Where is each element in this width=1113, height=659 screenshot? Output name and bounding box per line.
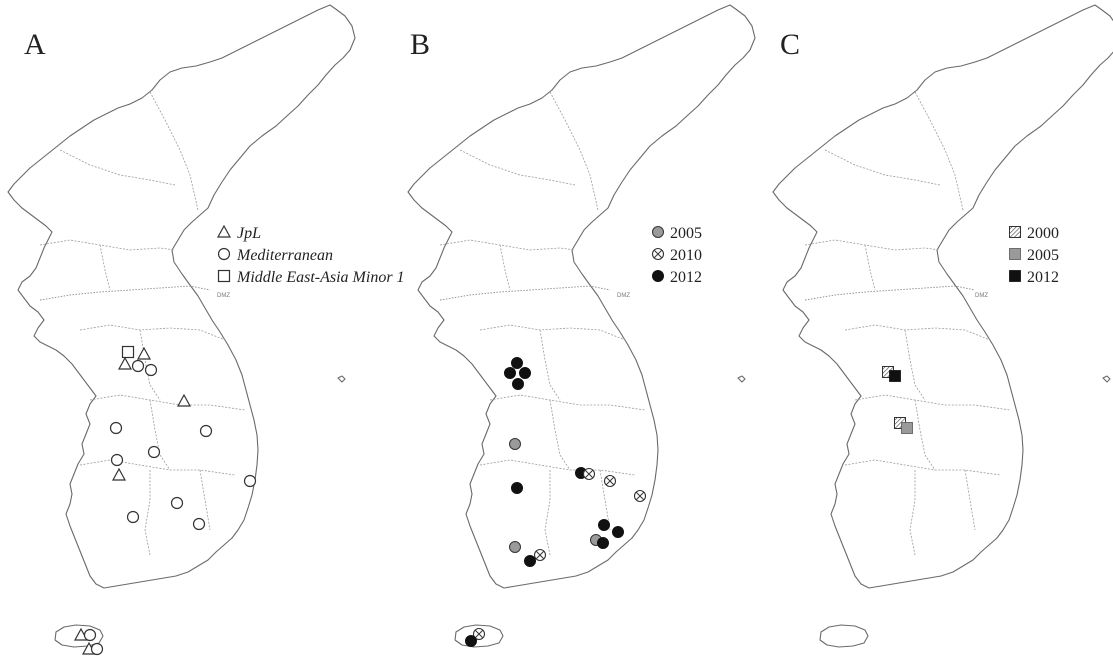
site-marker bbox=[519, 367, 531, 379]
legend-b-2012: 2012 bbox=[670, 269, 702, 286]
site-marker bbox=[889, 370, 901, 382]
site-marker bbox=[533, 548, 547, 562]
legend-b-2005: 2005 bbox=[670, 225, 702, 242]
legend-a: JpL Mediterranean Middle East-Asia Minor… bbox=[217, 225, 405, 286]
legend-c-2005: 2005 bbox=[1027, 247, 1059, 264]
panel-b: B DMZ 2005 2010 2012 bbox=[407, 4, 756, 648]
legend-c: 2000 2005 2012 bbox=[1009, 225, 1059, 286]
site-marker bbox=[144, 363, 158, 377]
site-marker bbox=[512, 378, 524, 390]
site-marker bbox=[509, 438, 521, 450]
site-marker bbox=[147, 445, 161, 459]
site-marker bbox=[612, 526, 624, 538]
legend-a-meam1: Middle East-Asia Minor 1 bbox=[236, 269, 405, 286]
panel-c: C DMZ 2000 2005 2012 bbox=[772, 4, 1113, 648]
panel-letter-c: C bbox=[780, 28, 800, 61]
site-marker bbox=[597, 537, 609, 549]
site-marker bbox=[511, 482, 523, 494]
triangle-icon bbox=[217, 225, 231, 238]
hatched-square-icon bbox=[1009, 226, 1021, 238]
site-marker bbox=[192, 517, 206, 531]
gray-square-icon bbox=[1009, 248, 1021, 260]
site-marker bbox=[504, 367, 516, 379]
site-marker bbox=[170, 496, 184, 510]
circle-icon bbox=[217, 247, 231, 261]
dmz-label-b: DMZ bbox=[617, 293, 630, 299]
site-marker bbox=[121, 345, 135, 359]
legend-c-2000: 2000 bbox=[1027, 225, 1059, 242]
legend-a-mediterranean: Mediterranean bbox=[236, 247, 333, 264]
gray-circle-icon bbox=[652, 226, 664, 238]
korea-map-a bbox=[7, 4, 356, 648]
site-marker bbox=[126, 510, 140, 524]
legend-c-2012: 2012 bbox=[1027, 269, 1059, 286]
dmz-label-a: DMZ bbox=[217, 293, 230, 299]
site-marker bbox=[603, 474, 617, 488]
site-marker bbox=[83, 628, 97, 642]
site-marker bbox=[110, 453, 124, 467]
black-square-icon bbox=[1009, 270, 1021, 282]
site-marker bbox=[509, 541, 521, 553]
square-icon bbox=[217, 269, 231, 283]
legend-b-2010: 2010 bbox=[670, 247, 702, 264]
panel-letter-a: A bbox=[24, 28, 46, 61]
crossed-circle-icon bbox=[651, 247, 665, 261]
site-marker bbox=[131, 359, 145, 373]
site-marker bbox=[109, 421, 123, 435]
site-marker bbox=[582, 467, 596, 481]
black-circle-icon bbox=[652, 270, 664, 282]
korea-map-c bbox=[772, 4, 1113, 648]
site-marker bbox=[633, 489, 647, 503]
legend-b: 2005 2010 2012 bbox=[651, 225, 702, 286]
dmz-label-c: DMZ bbox=[975, 293, 988, 299]
legend-a-jpl: JpL bbox=[237, 225, 261, 242]
site-marker bbox=[199, 424, 213, 438]
site-marker bbox=[465, 635, 477, 647]
site-marker bbox=[524, 555, 536, 567]
site-marker bbox=[511, 357, 523, 369]
site-marker bbox=[598, 519, 610, 531]
panel-letter-b: B bbox=[410, 28, 430, 61]
korea-map-b bbox=[407, 4, 756, 648]
site-marker bbox=[90, 642, 104, 656]
site-marker bbox=[243, 474, 257, 488]
site-marker bbox=[901, 422, 913, 434]
panel-a: A DMZ JpL Mediterranean Middle East-Asia… bbox=[7, 4, 405, 656]
